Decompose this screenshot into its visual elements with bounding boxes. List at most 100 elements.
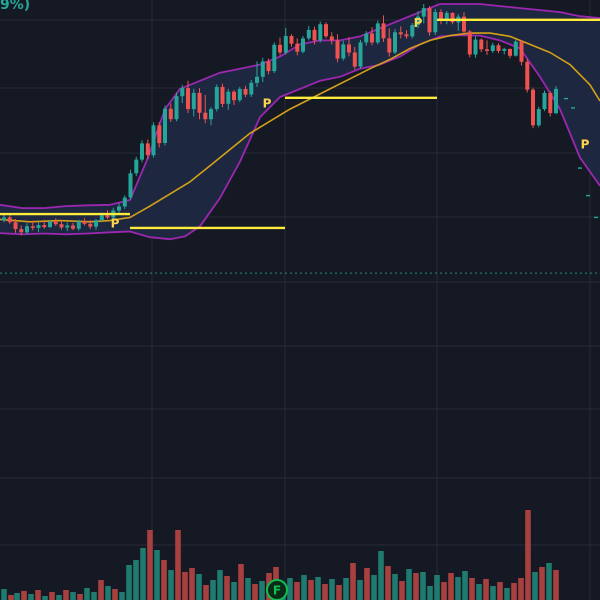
candle-body: [393, 32, 397, 53]
candle-body: [30, 226, 35, 228]
candle-body: [450, 12, 455, 23]
volume-bar: [448, 573, 454, 600]
candle-body: [335, 40, 340, 59]
candle-body: [19, 229, 24, 233]
volume-bar: [154, 550, 160, 600]
volume-bar: [357, 580, 363, 600]
volume-bar: [308, 580, 314, 600]
volume-bar: [21, 591, 27, 600]
candle-body: [76, 221, 81, 229]
candle-body: [513, 41, 518, 56]
volume-bar: [427, 586, 433, 600]
candle-body: [352, 52, 357, 67]
volume-bar: [532, 572, 538, 600]
bollinger-lower: [0, 34, 600, 241]
volume-bar: [490, 586, 496, 600]
volume-bar: [42, 596, 48, 600]
candle-body: [249, 82, 254, 95]
candle-body: [122, 197, 127, 207]
candle-body: [272, 44, 277, 72]
candle-body: [226, 91, 231, 104]
candle-body: [375, 23, 380, 43]
candle-body: [243, 88, 248, 95]
candle-body: [387, 38, 392, 53]
volume-bar: [287, 578, 293, 600]
candle-body: [59, 224, 64, 228]
candle-body: [381, 23, 386, 39]
candle-body: [209, 109, 213, 120]
volume-bar: [133, 560, 139, 600]
header-percent: 9%): [0, 0, 31, 13]
volume-bar: [546, 563, 552, 600]
volume-bar: [539, 567, 545, 600]
candle-body: [525, 61, 530, 90]
volume-bar: [231, 582, 237, 600]
candle-body: [214, 86, 219, 110]
candle-body: [191, 92, 196, 110]
volume-bar: [217, 570, 223, 600]
volume-bar: [63, 590, 69, 600]
candle-body: [536, 109, 541, 126]
candle-body: [140, 143, 144, 160]
candle-body: [289, 36, 294, 44]
candle-body: [203, 112, 208, 120]
volume-bar: [378, 551, 384, 600]
candle-body: [180, 88, 185, 97]
volume-bar: [175, 530, 181, 600]
volume-bar: [245, 578, 251, 600]
candle-body: [404, 34, 409, 37]
candle-body: [496, 45, 501, 51]
candle-body: [283, 36, 288, 53]
bollinger-basis: [0, 32, 600, 223]
candle-body: [94, 220, 98, 227]
candle-body: [398, 32, 403, 35]
candle-body: [548, 92, 553, 114]
volume-bar: [385, 566, 391, 600]
candle-body: [105, 215, 110, 218]
candle-body: [490, 45, 495, 51]
volume-bar: [392, 574, 398, 600]
volume-bar: [77, 594, 83, 600]
volume-bar: [434, 575, 440, 600]
volume-bar: [364, 568, 370, 600]
candle-body: [364, 33, 369, 43]
candle-body: [329, 36, 334, 41]
candle-body: [479, 39, 484, 50]
candle-body: [220, 86, 225, 104]
candle-body: [433, 12, 438, 33]
candle-body: [48, 221, 52, 228]
candle-body: [467, 31, 472, 55]
candle-body: [347, 44, 351, 53]
candle-body: [266, 61, 271, 72]
volume-bar: [301, 575, 307, 600]
candle-body: [174, 96, 179, 120]
volume-bar: [105, 586, 111, 600]
volume-bar: [91, 592, 97, 600]
volume-bar: [294, 582, 300, 600]
volume-bar: [455, 577, 461, 600]
candle-body: [260, 61, 265, 77]
candle-body: [168, 108, 173, 120]
volume-bar: [441, 582, 447, 600]
candle-body: [370, 33, 374, 43]
volume-bar: [406, 569, 412, 600]
candle-body: [554, 88, 558, 114]
volume-bar: [497, 582, 503, 600]
volume-bar: [168, 570, 174, 600]
candle-body: [312, 29, 317, 41]
candle-body: [99, 215, 104, 221]
candle-body: [42, 225, 47, 228]
volume-bar: [1, 589, 7, 600]
candle-body: [237, 88, 242, 101]
candle-body: [427, 8, 432, 33]
volume-bar: [119, 592, 125, 600]
candle-body: [508, 48, 512, 56]
volume-bar: [483, 579, 489, 600]
volume-bar: [315, 577, 321, 600]
candle-body: [301, 38, 305, 52]
candle-body: [53, 221, 58, 225]
volume-bar: [28, 594, 34, 600]
candle-body: [485, 49, 489, 51]
